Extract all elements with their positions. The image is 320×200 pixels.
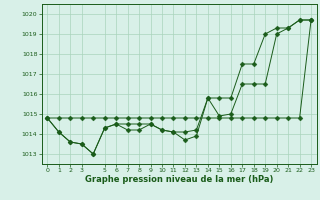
X-axis label: Graphe pression niveau de la mer (hPa): Graphe pression niveau de la mer (hPa) — [85, 175, 273, 184]
